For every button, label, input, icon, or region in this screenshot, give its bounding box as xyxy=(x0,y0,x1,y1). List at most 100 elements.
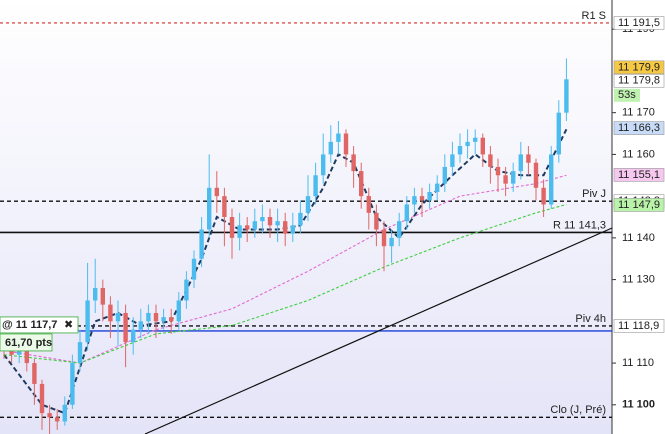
candle-body xyxy=(305,196,311,213)
price-tag xyxy=(613,319,665,333)
moving-average xyxy=(3,203,567,364)
candle-body xyxy=(435,183,440,192)
price-tag xyxy=(613,73,665,88)
candle-body xyxy=(62,404,67,422)
candle-body xyxy=(450,154,455,167)
y-tick-label: 11 100 xyxy=(622,399,655,411)
candle-body xyxy=(518,154,523,172)
candle-body xyxy=(336,133,341,142)
price-tag-label: 11 179,9 xyxy=(618,61,660,73)
level-label: Piv 4h xyxy=(575,313,606,325)
price-tag-label: 11 118,9 xyxy=(618,320,659,332)
price-tag xyxy=(613,121,665,135)
candle-body xyxy=(237,225,242,238)
candle-body xyxy=(283,221,288,234)
candle-body xyxy=(24,342,29,364)
price-tag-label: 11 191,5 xyxy=(618,17,660,29)
level-label: R 11 141,3 xyxy=(553,219,606,231)
price-tag-label: 11 166,3 xyxy=(618,122,660,134)
candle-body xyxy=(138,321,143,330)
candle-body xyxy=(85,300,90,343)
candle-body xyxy=(70,363,75,405)
y-tick-label: 11 160 xyxy=(622,148,655,160)
pnl-label: 61,70 pts xyxy=(5,337,52,349)
candle-body xyxy=(419,196,425,201)
candle-body xyxy=(161,317,166,322)
candle-body xyxy=(427,191,432,201)
candle-body xyxy=(488,154,493,167)
candle-body xyxy=(313,175,318,197)
position-label: @ 11 117,7 xyxy=(2,319,57,331)
candle-body xyxy=(131,329,136,343)
candle-body xyxy=(191,258,197,280)
moving-average xyxy=(3,128,568,415)
candle-body xyxy=(222,196,227,217)
level-label: Piv J xyxy=(582,188,606,200)
price-tag xyxy=(613,60,665,75)
candle-body xyxy=(480,137,485,155)
candle-body xyxy=(442,166,447,184)
y-tick-label: 11 170 xyxy=(622,107,655,119)
level-label: R1 S xyxy=(582,10,606,22)
candle-body xyxy=(115,312,121,322)
candle-body xyxy=(229,217,235,238)
candle-body xyxy=(366,196,371,213)
candle-body xyxy=(275,221,280,226)
candle-body xyxy=(252,221,257,230)
y-tick-label: 11 110 xyxy=(622,357,654,369)
candle-body xyxy=(123,312,128,343)
candle-body xyxy=(146,312,151,322)
candle-body xyxy=(207,187,212,230)
candle-body xyxy=(328,141,333,155)
candle-body xyxy=(199,229,204,259)
candle-body xyxy=(298,212,303,226)
price-tag-label: 11 179,8 xyxy=(618,75,660,87)
y-tick-label: 11 130 xyxy=(622,274,655,286)
candle-body xyxy=(176,300,181,322)
candle-body xyxy=(169,317,174,322)
candle-body xyxy=(343,133,349,155)
candle-body xyxy=(533,162,539,188)
price-tag xyxy=(613,198,665,212)
candle-body xyxy=(465,141,470,147)
candle-body xyxy=(32,363,37,384)
price-tag xyxy=(613,16,665,30)
candle-body xyxy=(526,154,531,163)
candle-body xyxy=(556,112,561,155)
candle-body xyxy=(381,229,387,247)
candle-body xyxy=(321,154,326,176)
candle-body xyxy=(457,146,463,155)
level-label: Clo (J, Pré) xyxy=(550,404,606,416)
price-tag-label: 11 147,9 xyxy=(618,199,660,211)
candle-body xyxy=(93,287,98,301)
candle-body xyxy=(503,175,508,184)
candle-body xyxy=(55,417,60,422)
candle-body xyxy=(108,304,113,322)
candle-body xyxy=(290,225,295,234)
candle-body xyxy=(9,350,14,355)
candle-body xyxy=(495,166,501,176)
y-tick-label: 11 140 xyxy=(622,232,655,244)
candle-body xyxy=(245,225,250,230)
candle-body xyxy=(359,171,364,197)
pnl-box xyxy=(0,333,53,352)
candle-body xyxy=(541,187,546,205)
candle-body xyxy=(47,413,52,418)
candle-body xyxy=(100,287,105,305)
candle-body xyxy=(397,221,402,238)
position-box xyxy=(0,316,79,334)
candle-body xyxy=(184,279,189,301)
candle-body xyxy=(260,217,265,222)
candle-body xyxy=(564,79,569,113)
close-icon: ✖ xyxy=(64,319,73,331)
price-tag-label: 11 155,1 xyxy=(618,169,660,181)
candle-body xyxy=(39,383,45,414)
candle-body xyxy=(473,137,478,142)
trend-line xyxy=(144,227,613,434)
timer-label: 53s xyxy=(618,89,636,101)
candle-body xyxy=(267,217,273,226)
price-tag xyxy=(613,168,665,182)
candle-body xyxy=(374,212,379,230)
candle-body xyxy=(351,154,356,172)
